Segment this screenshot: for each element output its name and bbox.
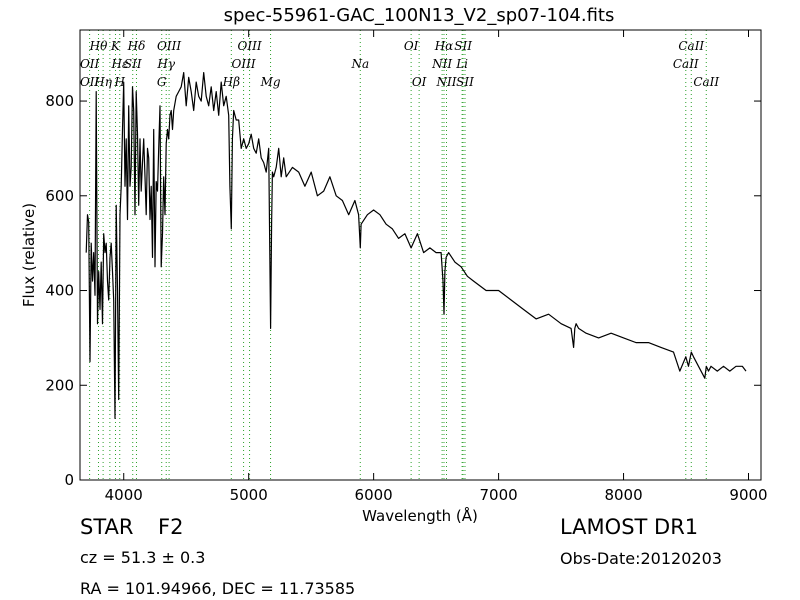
- object-subclass: F2: [158, 515, 184, 539]
- spectral-line-label: Hε: [111, 57, 129, 71]
- y-tick-label: 0: [64, 471, 74, 489]
- spectral-line-label: NII: [431, 57, 452, 71]
- spectral-line-label: CaII: [678, 39, 704, 53]
- y-axis-label: Flux (relative): [20, 203, 38, 307]
- spectral-line-label: OIII: [157, 39, 181, 53]
- survey-name: LAMOST DR1: [560, 515, 699, 539]
- spectrum-line: [85, 72, 747, 419]
- spectral-line-label: Hθ: [89, 39, 108, 53]
- spectral-line-label: OIII: [238, 39, 262, 53]
- redshift-cz: cz = 51.3 ± 0.3: [80, 548, 206, 567]
- object-class: STAR: [80, 515, 134, 539]
- spectral-line-label: Na: [350, 57, 369, 71]
- spectral-line-label: Li: [455, 57, 468, 71]
- spectral-line-label: Hβ: [222, 75, 240, 89]
- chart-title: spec-55961-GAC_100N13_V2_sp07-104.fits: [223, 5, 615, 26]
- y-axis-ticks: 0 200 400 600 800: [45, 92, 761, 489]
- coordinates: RA = 101.94966, DEC = 11.73585: [80, 579, 356, 598]
- x-tick-label: 9000: [729, 486, 767, 504]
- spectral-line-label: SII: [124, 57, 142, 71]
- spectral-line-label: Hα: [434, 39, 454, 53]
- spectral-line-label: OI: [412, 75, 427, 89]
- spectral-line-label: SII: [454, 39, 472, 53]
- spectral-line-label: K: [110, 39, 121, 53]
- x-tick-label: 6000: [355, 486, 393, 504]
- plot-frame: [79, 29, 762, 481]
- spectral-line-label: G: [157, 75, 167, 89]
- line-markers: [89, 30, 707, 480]
- spectral-line-label: SII: [456, 75, 474, 89]
- x-axis-ticks: 4000 5000 6000 7000 8000 9000: [105, 30, 768, 504]
- spectral-line-label: NII: [435, 75, 456, 89]
- spectral-line-label: CaII: [693, 75, 719, 89]
- x-axis-label: Wavelength (Å): [362, 506, 478, 525]
- spectral-line-label: OII: [80, 57, 100, 71]
- y-tick-label: 800: [45, 92, 74, 110]
- spectral-line-label: OII: [80, 75, 100, 89]
- x-tick-label: 4000: [105, 486, 143, 504]
- spectral-line-label: CaII: [673, 57, 699, 71]
- spectral-line-label: OI: [404, 39, 419, 53]
- x-tick-label: 8000: [604, 486, 642, 504]
- observation-date: Obs-Date:20120203: [560, 549, 722, 568]
- spectral-line-label: OIII: [232, 57, 256, 71]
- y-tick-label: 200: [45, 376, 74, 394]
- spectral-line-label: H: [114, 75, 126, 89]
- spectral-line-label: Hδ: [127, 39, 146, 53]
- spectral-line-label: Hη: [93, 75, 112, 89]
- spectral-line-label: Mg: [260, 75, 281, 89]
- x-tick-label: 5000: [230, 486, 268, 504]
- x-tick-label: 7000: [480, 486, 518, 504]
- y-tick-label: 600: [45, 187, 74, 205]
- y-tick-label: 400: [45, 282, 74, 300]
- spectral-line-label: Hγ: [156, 57, 175, 71]
